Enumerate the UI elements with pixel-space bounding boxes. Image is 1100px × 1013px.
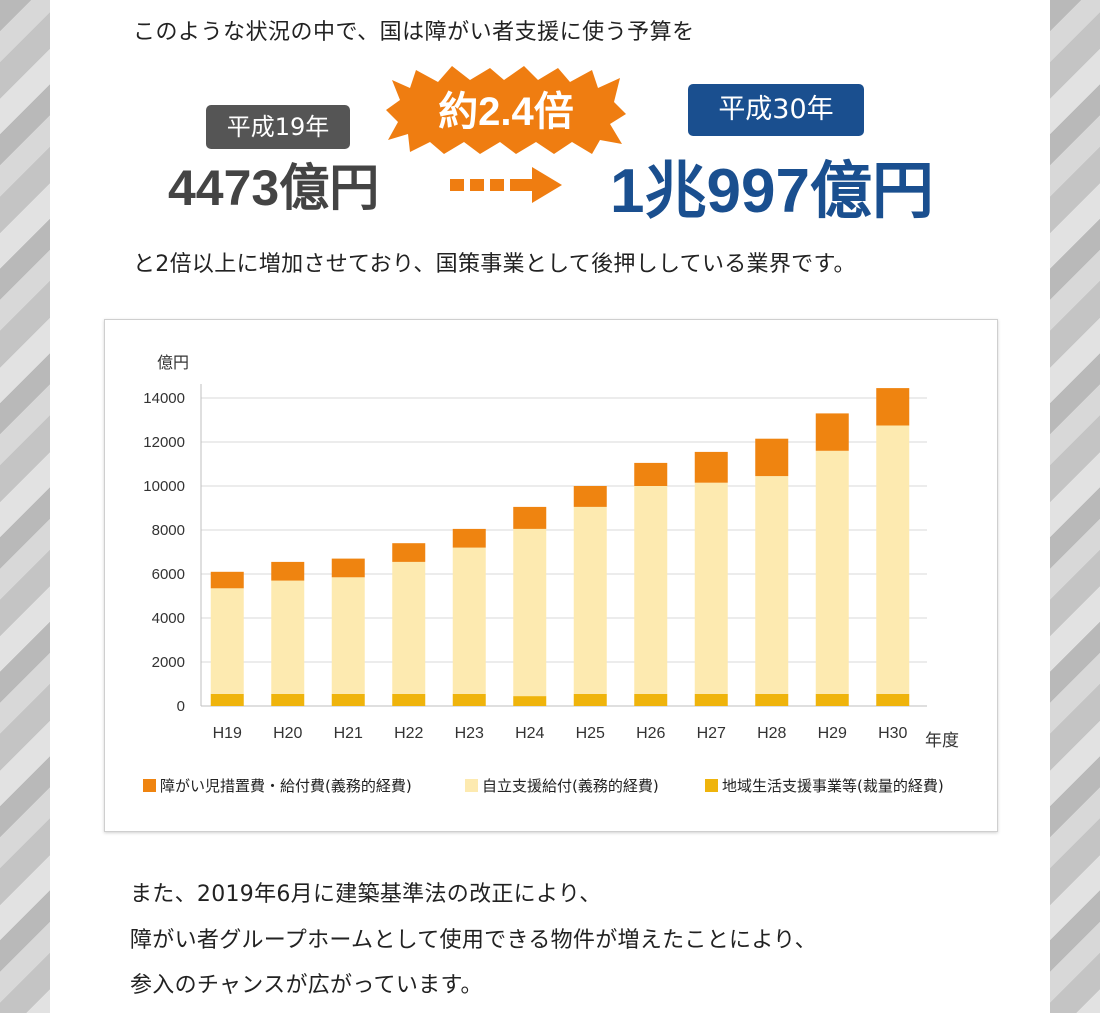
bar-H19-series-2 (210, 571, 244, 589)
bar-H25-series-1 (573, 506, 607, 694)
y-axis-label: 億円 (157, 353, 189, 372)
bar-H26-series-2 (634, 462, 668, 486)
summary-text: と2倍以上に増加させており、国策事業として後押ししている業界です。 (133, 252, 856, 277)
legend-item: 障がい児措置費・給付費(義務的経費) (143, 775, 412, 796)
bar-H30-series-1 (876, 425, 910, 694)
bar-H23-series-0 (452, 693, 486, 706)
budget-chart: 0 2000 4000 6000 8000 10000 12000 14000 億円年度 H19 H… (104, 319, 998, 832)
legend-swatch (143, 779, 156, 792)
closing-line-1: また、2019年6月に建築基準法の改正により、 (130, 882, 602, 907)
x-tick-label: H26 (636, 725, 665, 742)
legend-label: 障がい児措置費・給付費(義務的経費) (160, 777, 412, 795)
bar-H27-series-1 (694, 482, 728, 694)
bar-H28-series-2 (755, 438, 789, 477)
x-tick-label: H30 (878, 725, 907, 742)
bar-H22-series-2 (392, 543, 426, 562)
bar-H29-series-0 (815, 693, 849, 706)
bar-H27-series-0 (694, 693, 728, 706)
bar-H30-series-2 (876, 388, 910, 426)
x-tick-label: H21 (334, 725, 363, 742)
bar-H21-series-1 (331, 577, 365, 694)
bar-H20-series-2 (271, 561, 305, 581)
bar-H29-series-1 (815, 450, 849, 694)
bar-H21-series-0 (331, 693, 365, 706)
intro-text: このような状況の中で、国は障がい者支援に使う予算を (133, 20, 695, 45)
bar-H20-series-0 (271, 693, 305, 706)
y-tick-label: 6000 (152, 566, 185, 583)
new-year-tag: 平成30年 (688, 84, 864, 136)
bar-H28-series-1 (755, 476, 789, 694)
bar-H22-series-0 (392, 693, 426, 706)
x-tick-label: H19 (213, 725, 242, 742)
legend-swatch (465, 779, 478, 792)
bar-H19-series-0 (210, 693, 244, 706)
bar-H23-series-1 (452, 547, 486, 694)
bar-H25-series-2 (573, 486, 607, 507)
x-tick-label: H27 (697, 725, 726, 742)
left-decorative-background (0, 0, 50, 1013)
closing-line-3: 参入のチャンスが広がっています。 (130, 973, 483, 998)
x-axis-label: 年度 (925, 731, 959, 751)
bar-H21-series-2 (331, 558, 365, 578)
burst-badge (386, 66, 626, 154)
bar-H25-series-0 (573, 693, 607, 706)
x-tick-label: H22 (394, 725, 423, 742)
x-tick-label: H25 (576, 725, 605, 742)
y-tick-label: 10000 (143, 478, 185, 495)
y-tick-label: 2000 (152, 654, 185, 671)
bar-H20-series-1 (271, 580, 305, 694)
new-budget-amount: 1兆997億円 (610, 157, 934, 226)
right-decorative-background (1050, 0, 1100, 1013)
bar-H29-series-2 (815, 413, 849, 451)
x-tick-label: H29 (818, 725, 847, 742)
legend-label: 地域生活支援事業等(裁量的経費) (722, 777, 944, 795)
bar-H26-series-0 (634, 693, 668, 706)
y-tick-label: 8000 (152, 522, 185, 539)
x-tick-label: H23 (455, 725, 484, 742)
bar-H23-series-2 (452, 528, 486, 548)
x-tick-label: H20 (273, 725, 302, 742)
bar-H19-series-1 (210, 588, 244, 694)
bar-H22-series-1 (392, 561, 426, 694)
bar-H30-series-0 (876, 693, 910, 706)
x-tick-label: H28 (757, 725, 786, 742)
bar-H26-series-1 (634, 486, 668, 694)
x-tick-label: H24 (515, 725, 544, 742)
y-tick-label: 14000 (143, 390, 185, 407)
y-tick-label: 4000 (152, 610, 185, 627)
y-tick-label: 0 (177, 698, 185, 715)
dashed-arrow-icon (450, 167, 562, 203)
bar-H24-series-2 (513, 506, 547, 529)
legend-label: 自立支援給付(義務的経費) (482, 777, 659, 795)
bar-H24-series-1 (513, 528, 547, 697)
closing-line-2: 障がい者グループホームとして使用できる物件が増えたことにより、 (130, 928, 817, 953)
bar-H24-series-0 (513, 696, 547, 706)
multiplier-text: 約2.4倍 (438, 90, 574, 134)
old-budget-amount: 4473億円 (168, 160, 380, 216)
old-year-tag: 平成19年 (206, 105, 350, 149)
bar-H27-series-2 (694, 451, 728, 483)
legend-item: 自立支援給付(義務的経費) (465, 775, 659, 796)
bar-H28-series-0 (755, 693, 789, 706)
legend-item: 地域生活支援事業等(裁量的経費) (705, 775, 944, 796)
legend-swatch (705, 779, 718, 792)
y-tick-label: 12000 (143, 434, 185, 451)
